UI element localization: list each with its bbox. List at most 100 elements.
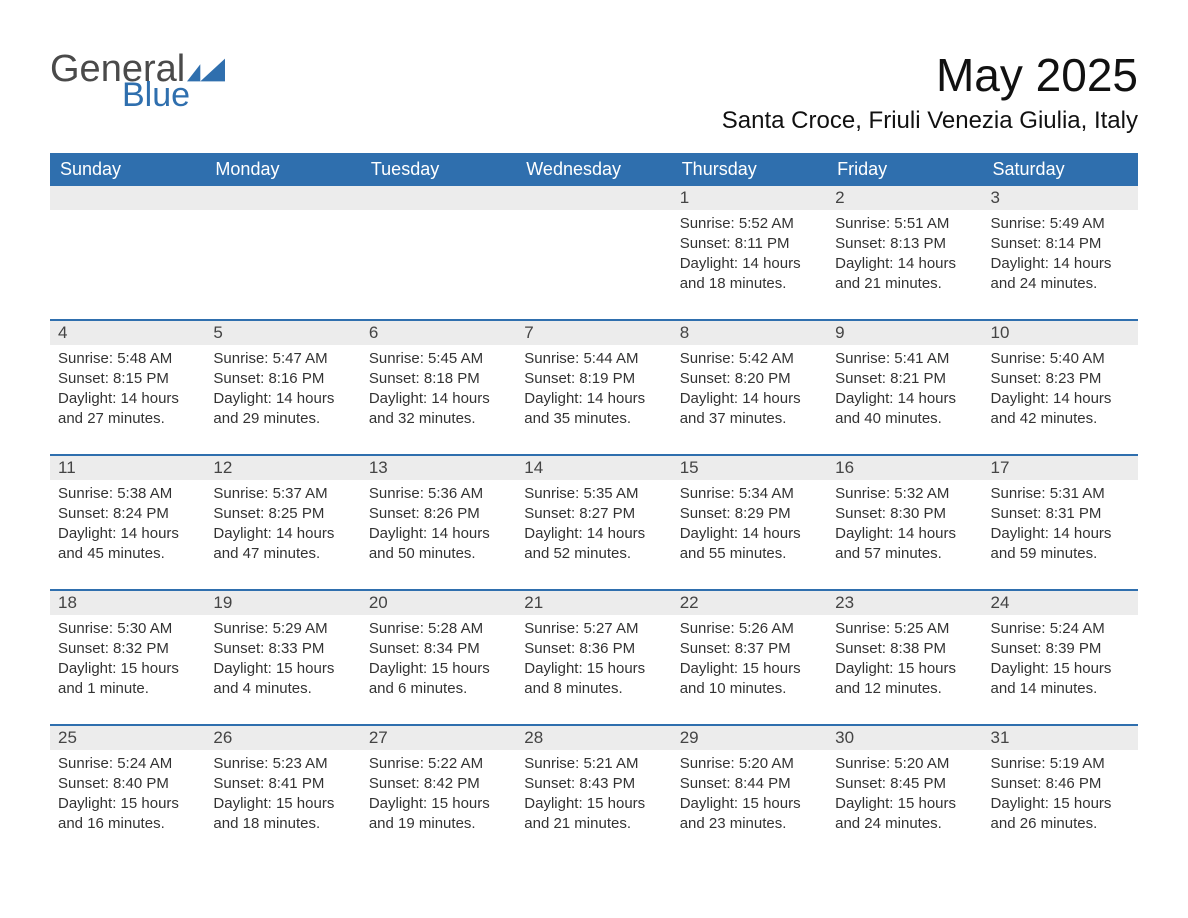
daylight-text-1: Daylight: 14 hours xyxy=(369,524,508,544)
sunrise-text: Sunrise: 5:37 AM xyxy=(213,484,352,504)
day-detail-cell: Sunrise: 5:41 AMSunset: 8:21 PMDaylight:… xyxy=(827,345,982,455)
daylight-text-2: and 27 minutes. xyxy=(58,409,197,429)
sunset-text: Sunset: 8:18 PM xyxy=(369,369,508,389)
day-number-row: 18192021222324 xyxy=(50,591,1138,615)
daylight-text-2: and 10 minutes. xyxy=(680,679,819,699)
day-detail-row: Sunrise: 5:30 AMSunset: 8:32 PMDaylight:… xyxy=(50,615,1138,725)
daylight-text-1: Daylight: 14 hours xyxy=(524,524,663,544)
day-number-cell: 4 xyxy=(50,321,205,345)
sunset-text: Sunset: 8:19 PM xyxy=(524,369,663,389)
day-detail-cell: Sunrise: 5:44 AMSunset: 8:19 PMDaylight:… xyxy=(516,345,671,455)
daylight-text-1: Daylight: 14 hours xyxy=(524,389,663,409)
sunrise-text: Sunrise: 5:42 AM xyxy=(680,349,819,369)
day-detail-cell: Sunrise: 5:32 AMSunset: 8:30 PMDaylight:… xyxy=(827,480,982,590)
sunrise-text: Sunrise: 5:27 AM xyxy=(524,619,663,639)
daylight-text-1: Daylight: 15 hours xyxy=(369,794,508,814)
day-number-cell: 15 xyxy=(672,456,827,480)
sunrise-text: Sunrise: 5:24 AM xyxy=(58,754,197,774)
day-number-cell: 5 xyxy=(205,321,360,345)
sunrise-text: Sunrise: 5:19 AM xyxy=(991,754,1130,774)
day-detail-cell: Sunrise: 5:35 AMSunset: 8:27 PMDaylight:… xyxy=(516,480,671,590)
daylight-text-1: Daylight: 14 hours xyxy=(213,389,352,409)
day-number-row: 45678910 xyxy=(50,321,1138,345)
sunset-text: Sunset: 8:21 PM xyxy=(835,369,974,389)
sunrise-text: Sunrise: 5:40 AM xyxy=(991,349,1130,369)
sunrise-text: Sunrise: 5:51 AM xyxy=(835,214,974,234)
day-detail-cell: Sunrise: 5:37 AMSunset: 8:25 PMDaylight:… xyxy=(205,480,360,590)
day-detail-cell: Sunrise: 5:47 AMSunset: 8:16 PMDaylight:… xyxy=(205,345,360,455)
day-detail-cell: Sunrise: 5:24 AMSunset: 8:39 PMDaylight:… xyxy=(983,615,1138,725)
day-number-cell: 10 xyxy=(983,321,1138,345)
day-number-cell: 29 xyxy=(672,726,827,750)
sunset-text: Sunset: 8:34 PM xyxy=(369,639,508,659)
sunset-text: Sunset: 8:37 PM xyxy=(680,639,819,659)
day-detail-cell xyxy=(50,210,205,320)
sunset-text: Sunset: 8:26 PM xyxy=(369,504,508,524)
daylight-text-1: Daylight: 15 hours xyxy=(991,659,1130,679)
daylight-text-2: and 18 minutes. xyxy=(213,814,352,834)
day-number-cell: 31 xyxy=(983,726,1138,750)
daylight-text-1: Daylight: 14 hours xyxy=(991,389,1130,409)
day-number-cell: 16 xyxy=(827,456,982,480)
day-number-cell: 20 xyxy=(361,591,516,615)
day-number-cell: 11 xyxy=(50,456,205,480)
day-number-cell: 30 xyxy=(827,726,982,750)
day-detail-row: Sunrise: 5:24 AMSunset: 8:40 PMDaylight:… xyxy=(50,750,1138,839)
day-detail-cell xyxy=(516,210,671,320)
logo: General Blue xyxy=(50,50,225,109)
daylight-text-1: Daylight: 14 hours xyxy=(835,254,974,274)
day-of-week-row: SundayMondayTuesdayWednesdayThursdayFrid… xyxy=(50,153,1138,186)
day-detail-cell: Sunrise: 5:29 AMSunset: 8:33 PMDaylight:… xyxy=(205,615,360,725)
sunrise-text: Sunrise: 5:28 AM xyxy=(369,619,508,639)
sunrise-text: Sunrise: 5:20 AM xyxy=(680,754,819,774)
sunrise-text: Sunrise: 5:41 AM xyxy=(835,349,974,369)
sunrise-text: Sunrise: 5:30 AM xyxy=(58,619,197,639)
sunrise-text: Sunrise: 5:29 AM xyxy=(213,619,352,639)
calendar-table: SundayMondayTuesdayWednesdayThursdayFrid… xyxy=(50,153,1138,839)
daylight-text-2: and 21 minutes. xyxy=(524,814,663,834)
day-detail-cell: Sunrise: 5:51 AMSunset: 8:13 PMDaylight:… xyxy=(827,210,982,320)
sunset-text: Sunset: 8:38 PM xyxy=(835,639,974,659)
sunset-text: Sunset: 8:31 PM xyxy=(991,504,1130,524)
day-detail-cell: Sunrise: 5:23 AMSunset: 8:41 PMDaylight:… xyxy=(205,750,360,839)
sunset-text: Sunset: 8:29 PM xyxy=(680,504,819,524)
sunrise-text: Sunrise: 5:31 AM xyxy=(991,484,1130,504)
day-detail-cell: Sunrise: 5:22 AMSunset: 8:42 PMDaylight:… xyxy=(361,750,516,839)
daylight-text-1: Daylight: 15 hours xyxy=(835,794,974,814)
daylight-text-2: and 12 minutes. xyxy=(835,679,974,699)
daylight-text-1: Daylight: 14 hours xyxy=(680,389,819,409)
day-number-cell: 22 xyxy=(672,591,827,615)
day-number-cell: 17 xyxy=(983,456,1138,480)
daylight-text-2: and 50 minutes. xyxy=(369,544,508,564)
day-number-cell xyxy=(50,186,205,210)
day-detail-row: Sunrise: 5:52 AMSunset: 8:11 PMDaylight:… xyxy=(50,210,1138,320)
day-detail-cell: Sunrise: 5:24 AMSunset: 8:40 PMDaylight:… xyxy=(50,750,205,839)
sunrise-text: Sunrise: 5:35 AM xyxy=(524,484,663,504)
day-detail-cell: Sunrise: 5:52 AMSunset: 8:11 PMDaylight:… xyxy=(672,210,827,320)
daylight-text-2: and 57 minutes. xyxy=(835,544,974,564)
day-detail-cell: Sunrise: 5:25 AMSunset: 8:38 PMDaylight:… xyxy=(827,615,982,725)
sunrise-text: Sunrise: 5:44 AM xyxy=(524,349,663,369)
daylight-text-1: Daylight: 15 hours xyxy=(369,659,508,679)
day-number-cell: 21 xyxy=(516,591,671,615)
sunrise-text: Sunrise: 5:20 AM xyxy=(835,754,974,774)
day-of-week-header: Friday xyxy=(827,153,982,186)
sunrise-text: Sunrise: 5:21 AM xyxy=(524,754,663,774)
sunset-text: Sunset: 8:39 PM xyxy=(991,639,1130,659)
sunset-text: Sunset: 8:45 PM xyxy=(835,774,974,794)
logo-word-blue: Blue xyxy=(122,82,190,109)
daylight-text-1: Daylight: 15 hours xyxy=(213,794,352,814)
logo-shape-icon xyxy=(187,58,225,82)
sunset-text: Sunset: 8:15 PM xyxy=(58,369,197,389)
daylight-text-1: Daylight: 15 hours xyxy=(680,794,819,814)
day-detail-cell xyxy=(361,210,516,320)
daylight-text-2: and 59 minutes. xyxy=(991,544,1130,564)
sunrise-text: Sunrise: 5:45 AM xyxy=(369,349,508,369)
daylight-text-2: and 45 minutes. xyxy=(58,544,197,564)
day-number-cell: 7 xyxy=(516,321,671,345)
daylight-text-1: Daylight: 15 hours xyxy=(524,659,663,679)
sunset-text: Sunset: 8:33 PM xyxy=(213,639,352,659)
daylight-text-1: Daylight: 14 hours xyxy=(835,389,974,409)
day-number-cell xyxy=(516,186,671,210)
sunset-text: Sunset: 8:43 PM xyxy=(524,774,663,794)
